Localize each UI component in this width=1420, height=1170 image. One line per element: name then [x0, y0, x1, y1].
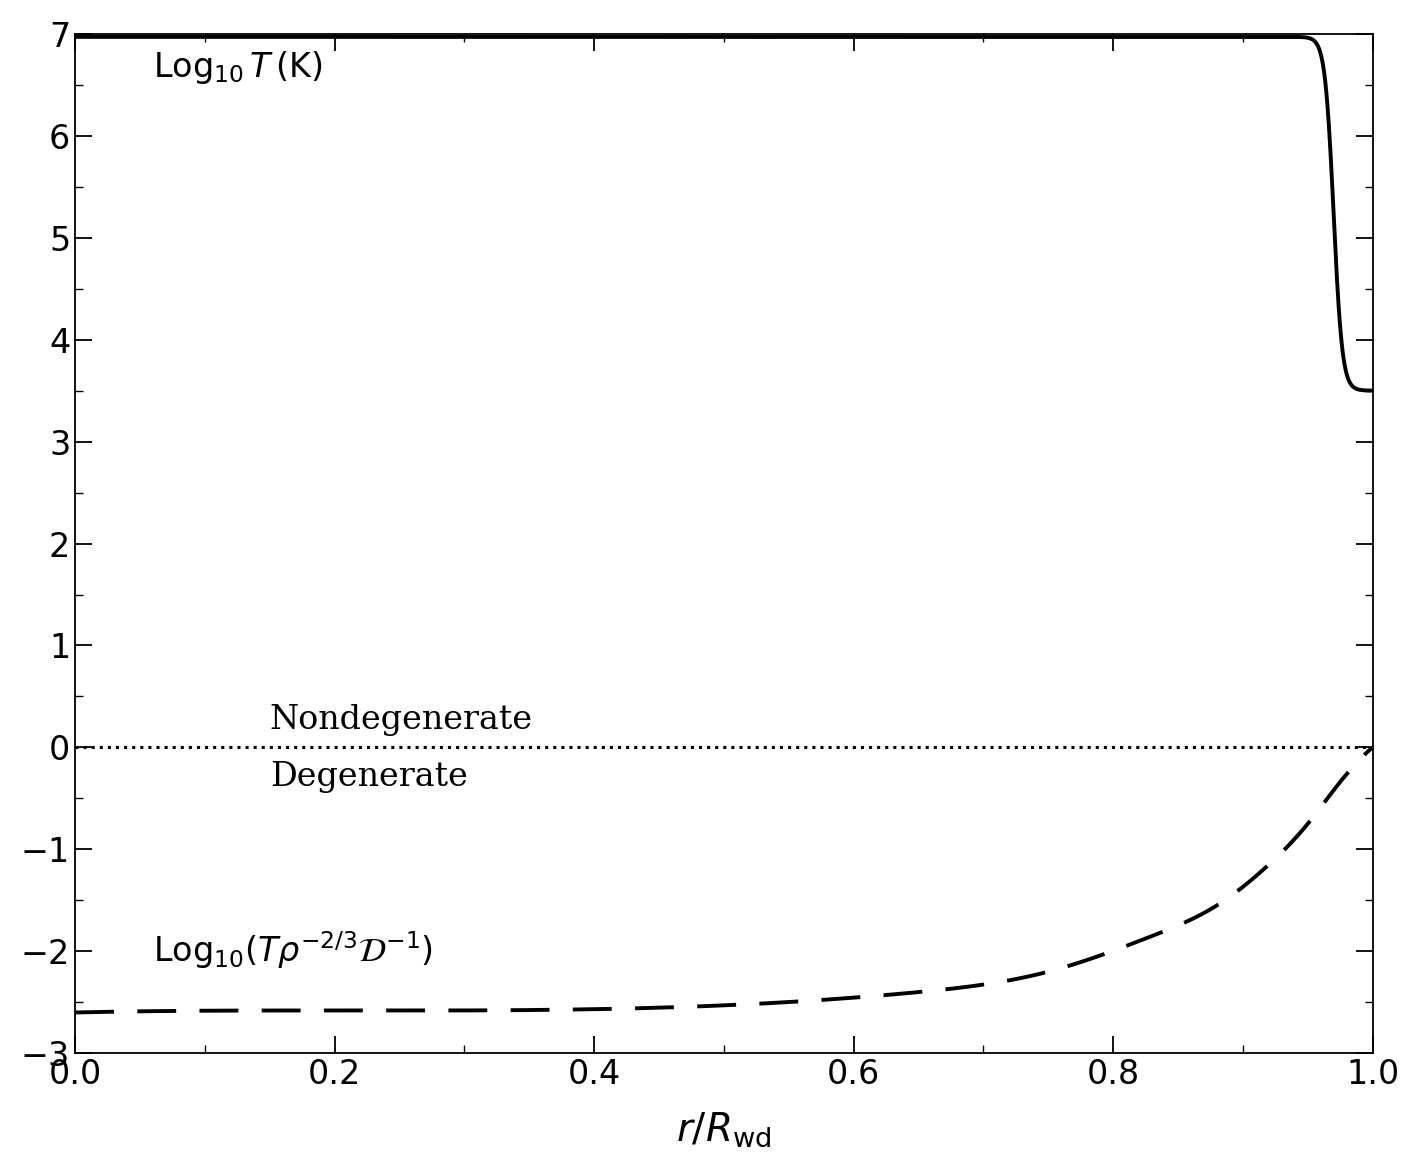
X-axis label: $r/R_{\mathrm{wd}}$: $r/R_{\mathrm{wd}}$ [676, 1110, 771, 1149]
Text: $\mathrm{Log}_{10}(T\rho^{-2/3}\mathcal{D}^{-1})$: $\mathrm{Log}_{10}(T\rho^{-2/3}\mathcal{… [153, 929, 433, 970]
Text: Degenerate: Degenerate [270, 762, 467, 793]
Text: Nondegenerate: Nondegenerate [270, 704, 532, 736]
Text: $\mathrm{Log}_{10}\,T\,(\mathrm{K})$: $\mathrm{Log}_{10}\,T\,(\mathrm{K})$ [153, 49, 322, 85]
